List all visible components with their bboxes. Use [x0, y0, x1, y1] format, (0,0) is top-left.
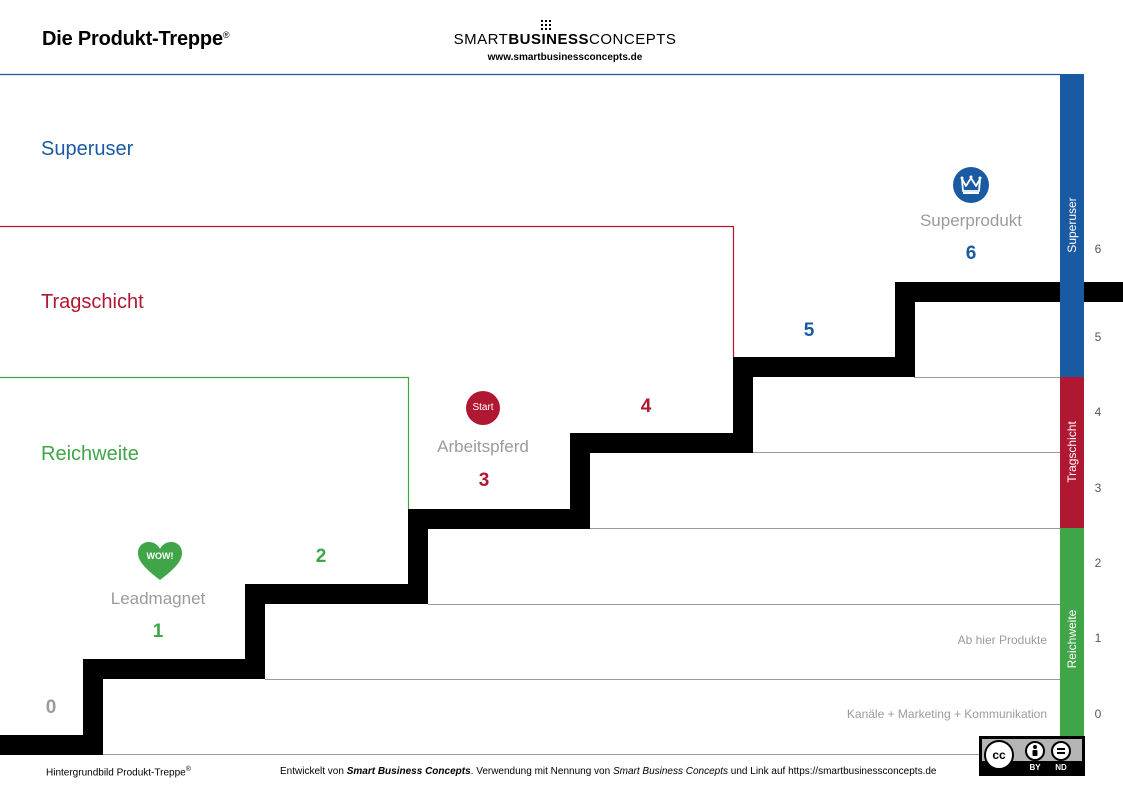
step-number-2: 2 [315, 546, 327, 567]
step-number-0: 0 [45, 697, 57, 718]
level-number-4: 4 [1094, 405, 1102, 419]
registered-mark: ® [222, 30, 230, 40]
sidebar-bar-reichweite: Reichweite [1060, 528, 1084, 736]
step-number-3: 3 [478, 470, 490, 491]
wow-badge-text: WOW! [146, 551, 174, 561]
footer-right-e[interactable]: und Link auf https://smartbusinessconcep… [728, 766, 937, 777]
by-person-icon [1025, 741, 1045, 761]
crown-icon [953, 167, 989, 203]
nd-equals-icon [1051, 741, 1071, 761]
level-number-5: 5 [1094, 330, 1102, 344]
level-number-1: 1 [1094, 631, 1102, 645]
level-number-3: 3 [1094, 481, 1102, 495]
staircase-path [0, 282, 1123, 755]
band-label-tragschicht: Tragschicht [41, 291, 144, 313]
step-number-1: 1 [152, 621, 164, 642]
sidebar-bar-superuser: Superuser [1060, 74, 1084, 377]
step-number-6: 6 [965, 243, 977, 264]
start-badge: Start [466, 391, 500, 425]
cc-icon-text: cc [992, 748, 1006, 762]
footer-right-c: . Verwendung mit Nennung von [470, 766, 613, 777]
sidebar-label-superuser: Superuser [1065, 197, 1079, 253]
cc-nd-label: ND [1055, 763, 1067, 772]
sidebar-label-tragschicht: Tragschicht [1065, 421, 1079, 483]
product-arbeitspferd: Arbeitspferd [437, 437, 529, 456]
footer-left: Hintergrundbild Produkt-Treppe® [46, 766, 191, 778]
step-number-5: 5 [803, 320, 815, 341]
grid-lines [103, 377, 1060, 755]
brand-part-concepts: CONCEPTS [589, 31, 677, 48]
level-number-6: 6 [1094, 242, 1102, 256]
brand-logo: SMARTBUSINESSCONCEPTS [440, 31, 690, 48]
footer-left-text: Hintergrundbild Produkt-Treppe [46, 767, 186, 779]
brand-url: www.smartbusinessconcepts.de [487, 52, 643, 63]
page-title-text: Die Produkt-Treppe [42, 28, 223, 50]
footer-right-a: Entwickelt von [280, 766, 347, 777]
step-number-4: 4 [640, 396, 652, 417]
footer-right-d: Smart Business Concepts [612, 766, 729, 777]
cc-license-badge[interactable]: cc BY ND [979, 736, 1085, 776]
cc-icon: cc [984, 740, 1014, 770]
product-superprodukt: Superprodukt [919, 211, 1023, 230]
heart-wow-icon: WOW! [137, 542, 183, 582]
sidebar-bar-tragschicht: Tragschicht [1060, 377, 1084, 528]
footer-right: Entwickelt von Smart Business Concepts. … [280, 766, 936, 777]
brand-part-business: BUSINESS [508, 31, 590, 48]
product-leadmagnet: Leadmagnet [110, 589, 206, 608]
footer-right-b: Smart Business Concepts [346, 766, 471, 777]
note-kanaele-marketing: Kanäle + Marketing + Kommunikation [846, 707, 1047, 721]
note-ab-hier-produkte: Ab hier Produkte [957, 633, 1047, 647]
level-number-2: 2 [1094, 556, 1102, 570]
band-label-reichweite: Reichweite [41, 443, 139, 465]
page-title: Die Produkt-Treppe® [42, 28, 230, 51]
reichweite-band-outline [0, 376, 410, 510]
cc-by-label: BY [1029, 763, 1041, 772]
band-label-superuser: Superuser [41, 138, 134, 160]
level-number-0: 0 [1094, 707, 1102, 721]
brand-part-smart: SMART [453, 31, 509, 48]
footer-registered-mark: ® [185, 766, 191, 773]
sidebar-label-reichweite: Reichweite [1065, 609, 1079, 669]
tragschicht-band-outline [0, 225, 735, 358]
brand-dots-icon [541, 20, 551, 30]
start-badge-text: Start [472, 402, 494, 413]
